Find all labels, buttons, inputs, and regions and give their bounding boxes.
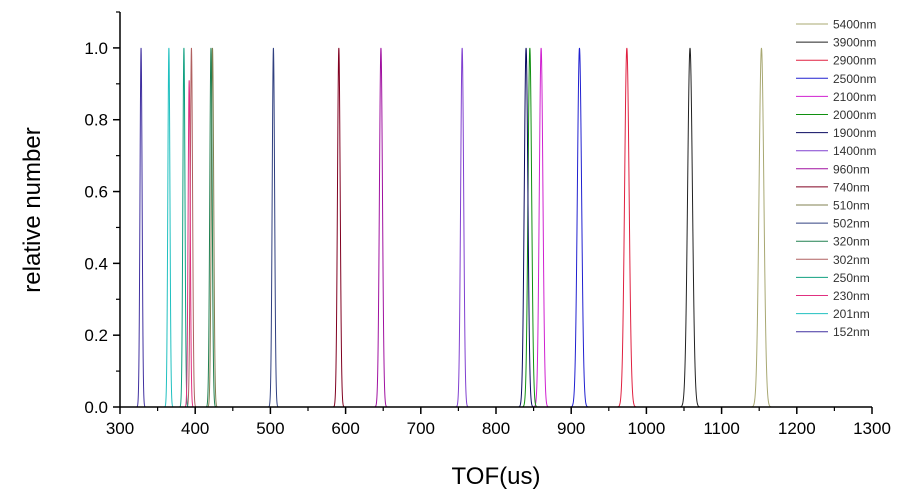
x-tick-label: 1000 <box>627 419 665 438</box>
legend-label: 230nm <box>833 289 870 303</box>
series-line-152nm <box>128 47 154 408</box>
legend-label: 152nm <box>833 325 870 339</box>
legend-label: 5400nm <box>833 18 876 32</box>
x-ticks: 300 400 500 600 700 800 900 1000 1100 1200 1300 <box>106 407 891 438</box>
legend-label: 502nm <box>833 217 870 231</box>
legend-label: 2000nm <box>833 108 876 122</box>
series-line-201nm <box>156 47 182 408</box>
series-line-2900nm <box>607 47 647 408</box>
legend-label: 320nm <box>833 235 870 249</box>
y-tick-label: 0.2 <box>84 326 108 345</box>
legend-label: 510nm <box>833 199 870 213</box>
y-tick-label: 0.0 <box>84 398 108 417</box>
x-tick-label: 900 <box>557 419 585 438</box>
legend-label: 2100nm <box>833 90 876 104</box>
legend-label: 1900nm <box>833 126 876 140</box>
series-line-740nm <box>324 47 353 408</box>
y-tick-label: 0.8 <box>84 111 108 130</box>
y-tick-label: 0.4 <box>84 254 108 273</box>
legend: 5400nm 3900nm 2900nm 2500nm 2100nm 2000nm 1900… <box>796 18 876 339</box>
x-axis-title: TOF(us) <box>452 463 541 490</box>
legend-label: 960nm <box>833 162 870 176</box>
legend-label: 201nm <box>833 307 870 321</box>
legend-label: 2900nm <box>833 54 876 68</box>
x-tick-label: 800 <box>482 419 510 438</box>
x-tick-label: 1200 <box>778 419 816 438</box>
series-line-1400nm <box>447 47 478 408</box>
x-tick-label: 300 <box>106 419 134 438</box>
legend-label: 3900nm <box>833 36 876 50</box>
x-tick-label: 400 <box>181 419 209 438</box>
x-tick-label: 700 <box>407 419 435 438</box>
y-ticks: 0.0 0.2 0.4 0.6 0.8 1.0 <box>84 11 120 417</box>
x-tick-label: 1300 <box>853 419 891 438</box>
y-axis-title: relative number <box>19 127 46 292</box>
x-tick-label: 1100 <box>703 419 740 438</box>
legend-label: 740nm <box>833 180 870 194</box>
plot-series <box>128 47 782 408</box>
series-line-502nm <box>260 47 287 408</box>
y-tick-label: 0.6 <box>84 183 108 202</box>
legend-label: 250nm <box>833 271 870 285</box>
series-line-3900nm <box>669 47 711 408</box>
legend-label: 302nm <box>833 253 870 267</box>
series-line-960nm <box>365 47 396 408</box>
x-tick-label: 500 <box>256 419 284 438</box>
series-line-2500nm <box>560 47 599 408</box>
legend-label: 2500nm <box>833 72 876 86</box>
legend-label: 1400nm <box>833 144 876 158</box>
series-line-5400nm <box>741 47 782 408</box>
x-tick-label: 600 <box>331 419 359 438</box>
y-tick-label: 1.0 <box>84 39 108 58</box>
